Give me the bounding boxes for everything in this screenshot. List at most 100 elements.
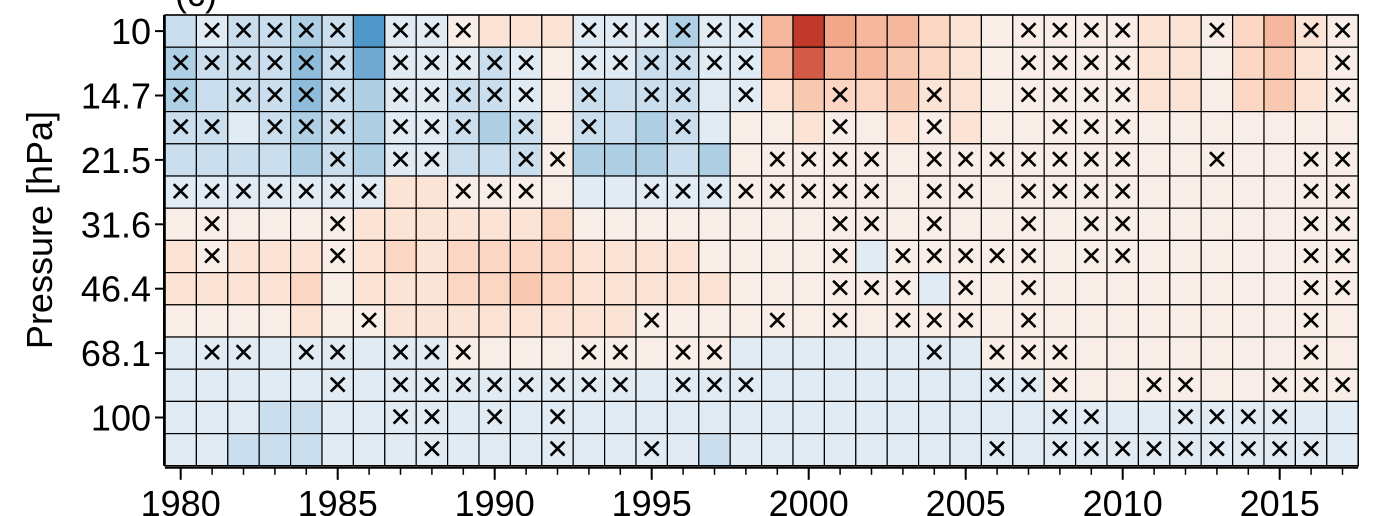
heatmap-cell bbox=[823, 272, 857, 306]
heatmap-cell bbox=[1294, 336, 1328, 370]
heatmap-cell bbox=[635, 368, 668, 403]
significance-cross: ✕ bbox=[640, 435, 663, 466]
significance-cross: ✕ bbox=[1111, 16, 1134, 47]
significance-cross: ✕ bbox=[1080, 16, 1103, 47]
heatmap-cell bbox=[635, 143, 668, 177]
heatmap-cell bbox=[949, 175, 982, 209]
heatmap-cell bbox=[886, 272, 920, 306]
heatmap-cell bbox=[886, 14, 920, 48]
heatmap-cell bbox=[447, 207, 480, 241]
heatmap-cell bbox=[541, 14, 574, 48]
x-tick-label: 1985 bbox=[298, 483, 378, 516]
heatmap-cell bbox=[886, 336, 920, 370]
heatmap-cell bbox=[290, 143, 323, 177]
significance-cross: ✕ bbox=[421, 338, 444, 369]
heatmap-cell bbox=[541, 175, 574, 209]
significance-cross: ✕ bbox=[829, 274, 852, 305]
heatmap-cell bbox=[290, 304, 323, 338]
heatmap-cell bbox=[1137, 78, 1171, 113]
heatmap-cell bbox=[760, 336, 794, 370]
heatmap-cell bbox=[1263, 14, 1296, 48]
heatmap-cell bbox=[1326, 304, 1359, 338]
heatmap-cell bbox=[195, 143, 229, 177]
heatmap-cell bbox=[384, 14, 417, 48]
heatmap-cell bbox=[729, 110, 763, 145]
heatmap-cell bbox=[635, 110, 668, 145]
heatmap-cell bbox=[290, 78, 323, 113]
heatmap-cell bbox=[698, 433, 731, 467]
significance-cross: ✕ bbox=[169, 113, 192, 144]
significance-cross: ✕ bbox=[703, 48, 726, 79]
significance-cross: ✕ bbox=[797, 177, 820, 208]
significance-cross: ✕ bbox=[578, 113, 601, 144]
heatmap-cell bbox=[1263, 46, 1296, 81]
significance-cross: ✕ bbox=[295, 177, 318, 208]
heatmap-cell bbox=[384, 400, 417, 435]
heatmap-cell bbox=[635, 400, 668, 435]
significance-cross: ✕ bbox=[829, 306, 852, 337]
y-tick-label: 21.5 bbox=[81, 140, 151, 181]
heatmap-cell bbox=[1137, 239, 1171, 274]
significance-cross: ✕ bbox=[1111, 81, 1134, 112]
heatmap-cell bbox=[729, 14, 763, 48]
heatmap-cell bbox=[760, 368, 794, 403]
heatmap-cell bbox=[917, 46, 951, 81]
significance-cross: ✕ bbox=[452, 16, 475, 47]
y-tick-label: 10 bbox=[111, 11, 151, 52]
heatmap-cell bbox=[980, 207, 1014, 241]
heatmap-cell bbox=[415, 207, 449, 241]
heatmap-cell bbox=[1137, 110, 1171, 145]
heatmap-cell bbox=[1200, 110, 1234, 145]
heatmap-cell bbox=[666, 400, 700, 435]
significance-cross: ✕ bbox=[1143, 370, 1166, 401]
heatmap-cell bbox=[541, 304, 574, 338]
heatmap-cell bbox=[1169, 239, 1202, 274]
heatmap-cell bbox=[729, 78, 763, 113]
heatmap-cell bbox=[1137, 336, 1171, 370]
heatmap-cell bbox=[1074, 272, 1108, 306]
heatmap-cell bbox=[1106, 175, 1139, 209]
heatmap-cell bbox=[1263, 304, 1296, 338]
significance-cross: ✕ bbox=[421, 113, 444, 144]
heatmap-cell bbox=[447, 304, 480, 338]
significance-cross: ✕ bbox=[1111, 209, 1134, 240]
heatmap-cell bbox=[352, 368, 386, 403]
heatmap-cell bbox=[478, 433, 511, 467]
significance-cross: ✕ bbox=[923, 145, 946, 176]
heatmap-cell bbox=[352, 433, 386, 467]
heatmap-cell bbox=[447, 239, 480, 274]
heatmap-cell bbox=[949, 78, 982, 113]
heatmap-cell bbox=[415, 239, 449, 274]
significance-cross: ✕ bbox=[703, 370, 726, 401]
heatmap-cell bbox=[760, 175, 794, 209]
heatmap-cell bbox=[980, 14, 1014, 48]
heatmap-cell bbox=[1294, 239, 1328, 274]
heatmap-cell bbox=[949, 304, 982, 338]
significance-cross: ✕ bbox=[326, 48, 349, 79]
significance-cross: ✕ bbox=[389, 338, 412, 369]
heatmap-cell bbox=[949, 400, 982, 435]
heatmap-cell bbox=[792, 433, 825, 467]
heatmap-cell bbox=[541, 46, 574, 81]
significance-cross: ✕ bbox=[986, 242, 1009, 273]
significance-cross: ✕ bbox=[326, 113, 349, 144]
heatmap-cell bbox=[886, 433, 920, 467]
heatmap-cell bbox=[321, 400, 354, 435]
y-tick-label: 14.7 bbox=[81, 76, 151, 117]
heatmap-cell bbox=[855, 433, 888, 467]
significance-cross: ✕ bbox=[1080, 403, 1103, 434]
heatmap-cell bbox=[415, 143, 449, 177]
heatmap-cell bbox=[572, 143, 606, 177]
significance-cross: ✕ bbox=[1049, 48, 1072, 79]
heatmap-cell bbox=[164, 336, 197, 370]
significance-cross: ✕ bbox=[232, 338, 255, 369]
heatmap-cell bbox=[823, 336, 857, 370]
significance-cross: ✕ bbox=[1049, 338, 1072, 369]
significance-cross: ✕ bbox=[578, 81, 601, 112]
heatmap-cell bbox=[541, 368, 574, 403]
heatmap-cell bbox=[1200, 46, 1234, 81]
significance-cross: ✕ bbox=[201, 242, 224, 273]
heatmap-cell bbox=[1106, 272, 1139, 306]
heatmap-cell bbox=[384, 304, 417, 338]
heatmap-cell bbox=[698, 272, 731, 306]
